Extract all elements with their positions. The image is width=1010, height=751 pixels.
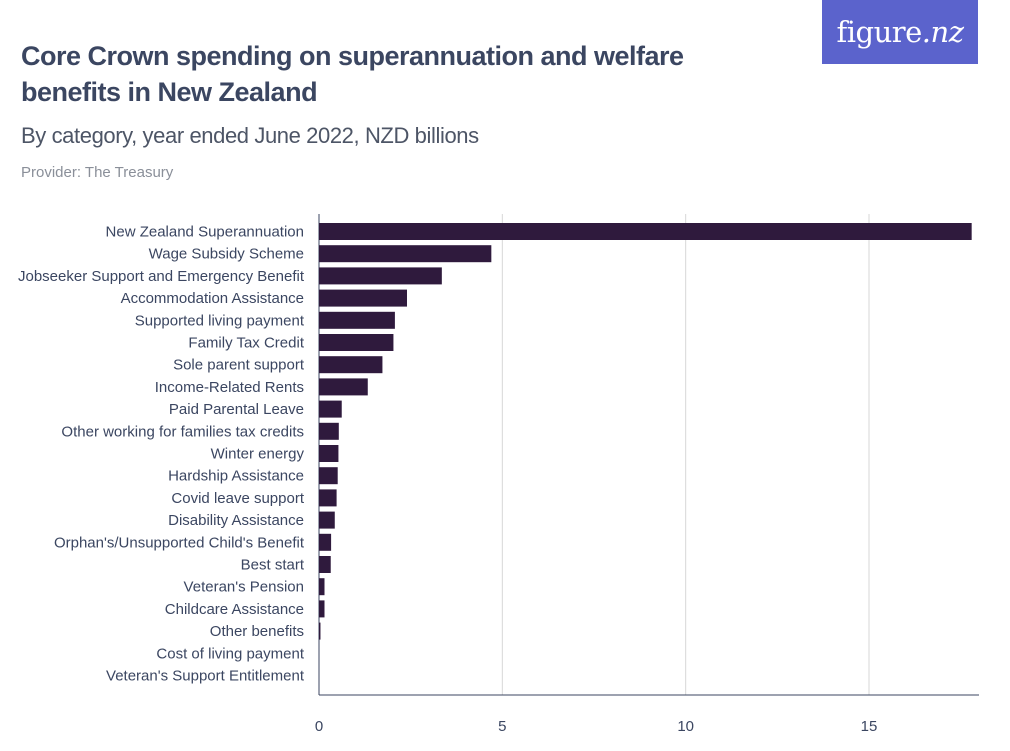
- category-label-3: Accommodation Assistance: [121, 290, 304, 307]
- category-label-1: Wage Subsidy Scheme: [149, 246, 304, 263]
- category-label-18: Other benefits: [210, 623, 304, 640]
- category-label-16: Veteran's Pension: [184, 579, 304, 596]
- category-label-5: Family Tax Credit: [188, 335, 304, 352]
- bars: [319, 223, 972, 640]
- bar-13[interactable]: [319, 511, 335, 529]
- bar-12[interactable]: [319, 489, 337, 507]
- bar-15[interactable]: [319, 556, 331, 573]
- bar-11[interactable]: [319, 467, 338, 485]
- category-label-2: Jobseeker Support and Emergency Benefit: [18, 268, 305, 285]
- bar-14[interactable]: [319, 533, 332, 551]
- category-label-14: Orphan's/Unsupported Child's Benefit: [54, 534, 305, 551]
- bar-6[interactable]: [319, 356, 383, 374]
- chart-subtitle: By category, year ended June 2022, NZD b…: [21, 123, 479, 148]
- grid-lines: [318, 214, 870, 695]
- category-label-8: Paid Parental Leave: [169, 401, 304, 418]
- x-tick-label-0: 0: [315, 718, 323, 735]
- bar-5[interactable]: [319, 334, 394, 351]
- bar-1[interactable]: [319, 245, 492, 263]
- category-label-13: Disability Assistance: [168, 512, 304, 529]
- bar-10[interactable]: [319, 445, 339, 462]
- category-label-10: Winter energy: [211, 446, 305, 463]
- category-label-12: Covid leave support: [171, 490, 304, 507]
- category-label-17: Childcare Assistance: [165, 601, 304, 618]
- bar-7[interactable]: [319, 378, 368, 396]
- provider-text: Provider: The Treasury: [21, 164, 174, 181]
- bar-18[interactable]: [319, 622, 321, 640]
- category-label-4: Supported living payment: [135, 312, 305, 329]
- category-label-9: Other working for families tax credits: [61, 423, 304, 440]
- category-label-7: Income-Related Rents: [155, 379, 304, 396]
- category-labels: New Zealand Superannuation Wage Subsidy S…: [18, 224, 305, 685]
- x-tick-label-15: 15: [861, 718, 878, 735]
- category-label-11: Hardship Assistance: [168, 468, 304, 485]
- category-label-6: Sole parent support: [173, 357, 305, 374]
- x-tick-label-5: 5: [498, 718, 506, 735]
- logo-suffix: .nz: [921, 15, 964, 49]
- category-label-20: Veteran's Support Entitlement: [106, 668, 305, 685]
- bar-4[interactable]: [319, 311, 395, 329]
- x-tick-label-10: 10: [677, 718, 694, 735]
- bar-0[interactable]: [319, 223, 972, 240]
- bar-3[interactable]: [319, 289, 407, 307]
- category-label-15: Best start: [241, 557, 305, 574]
- chart-title: Core Crown spending on superannuation an…: [21, 41, 684, 107]
- bar-8[interactable]: [319, 400, 342, 418]
- x-axis: 0 5 10 15: [315, 694, 979, 735]
- bar-17[interactable]: [319, 600, 325, 618]
- figure-nz-logo[interactable]: figure .nz: [822, 0, 978, 64]
- bar-9[interactable]: [319, 422, 339, 440]
- category-label-19: Cost of living payment: [156, 645, 304, 662]
- category-label-0: New Zealand Superannuation: [106, 224, 304, 241]
- bar-16[interactable]: [319, 578, 325, 596]
- bar-2[interactable]: [319, 267, 442, 285]
